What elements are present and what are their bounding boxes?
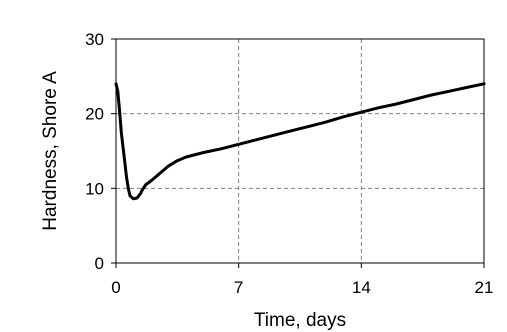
y-axis-label: Hardness, Shore A [40,71,61,231]
y-tick-label: 20 [85,105,104,124]
y-tick-label: 30 [85,30,104,49]
x-tick-label: 7 [234,278,243,297]
tick-labels: 0 7 14 21 0 10 20 30 [85,30,493,297]
data-series [114,82,486,201]
x-tick-label: 0 [111,278,120,297]
axis-ticks [111,38,485,268]
x-axis-label: Time, days [254,310,346,331]
x-tick-label: 21 [475,278,494,297]
series-line [114,82,486,201]
grid-lines [116,39,484,263]
x-tick-label: 14 [352,278,371,297]
plot-area [115,38,485,264]
y-tick-label: 0 [95,254,104,273]
y-tick-label: 10 [85,179,104,198]
